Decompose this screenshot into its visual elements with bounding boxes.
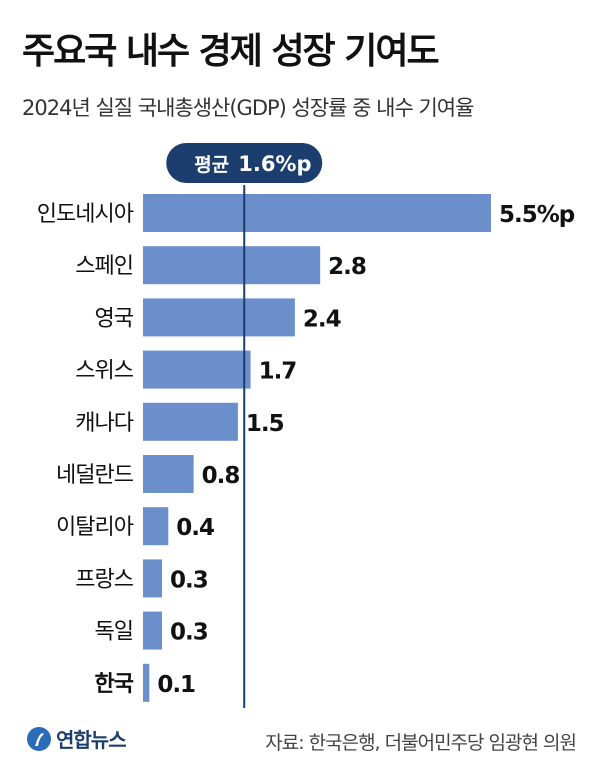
bar bbox=[143, 507, 169, 546]
value-label: 1.7 bbox=[259, 359, 297, 385]
chart-subtitle: 2024년 실질 국내총생산(GDP) 성장률 중 내수 기여율 bbox=[22, 96, 474, 120]
bar bbox=[143, 350, 251, 389]
bar bbox=[143, 194, 491, 232]
value-label: 5.5%p bbox=[499, 202, 575, 228]
average-label-value: 1.6%p bbox=[238, 152, 311, 176]
logo-text: 연합뉴스 bbox=[56, 728, 127, 752]
average-label-prefix: 평균 bbox=[194, 154, 229, 176]
value-label: 0.4 bbox=[176, 515, 214, 541]
value-label: 1.5 bbox=[246, 411, 284, 437]
value-label: 0.8 bbox=[202, 463, 240, 489]
bar bbox=[143, 298, 295, 337]
category-label: 네덜란드 bbox=[56, 463, 134, 488]
category-label: 인도네시아 bbox=[37, 202, 134, 227]
category-label: 프랑스 bbox=[75, 567, 133, 592]
logo-icon bbox=[27, 726, 51, 751]
value-label: 0.1 bbox=[157, 672, 195, 698]
value-label: 2.8 bbox=[328, 254, 366, 280]
bar bbox=[143, 246, 321, 285]
category-label: 캐나다 bbox=[75, 411, 133, 436]
value-label: 0.3 bbox=[170, 567, 208, 593]
category-label: 한국 bbox=[95, 672, 134, 697]
value-label: 0.3 bbox=[170, 620, 208, 646]
category-label: 영국 bbox=[95, 306, 134, 331]
bar bbox=[143, 402, 238, 441]
yonhap-logo: 연합뉴스 bbox=[26, 724, 127, 753]
category-label: 이탈리아 bbox=[56, 515, 134, 540]
chart-title: 주요국 내수 경제 성장 기여도 bbox=[22, 31, 440, 72]
category-label: 스위스 bbox=[75, 359, 133, 384]
bar bbox=[143, 611, 162, 650]
source-note: 자료: 한국은행, 더불어민주당 임광현 의원 bbox=[265, 732, 577, 754]
bar bbox=[143, 559, 162, 598]
category-label: 독일 bbox=[95, 620, 133, 645]
bar bbox=[143, 455, 194, 493]
average-badge bbox=[166, 143, 323, 183]
category-label: 스페인 bbox=[75, 254, 133, 279]
bar-chart: 인도네시아 5.5%p 스페인 2.8 영국 2.4 스위스 1.7 캐나다 1.5 네덜란드 0.8… bbox=[37, 143, 576, 708]
bar bbox=[143, 663, 150, 702]
value-label: 2.4 bbox=[303, 306, 341, 332]
